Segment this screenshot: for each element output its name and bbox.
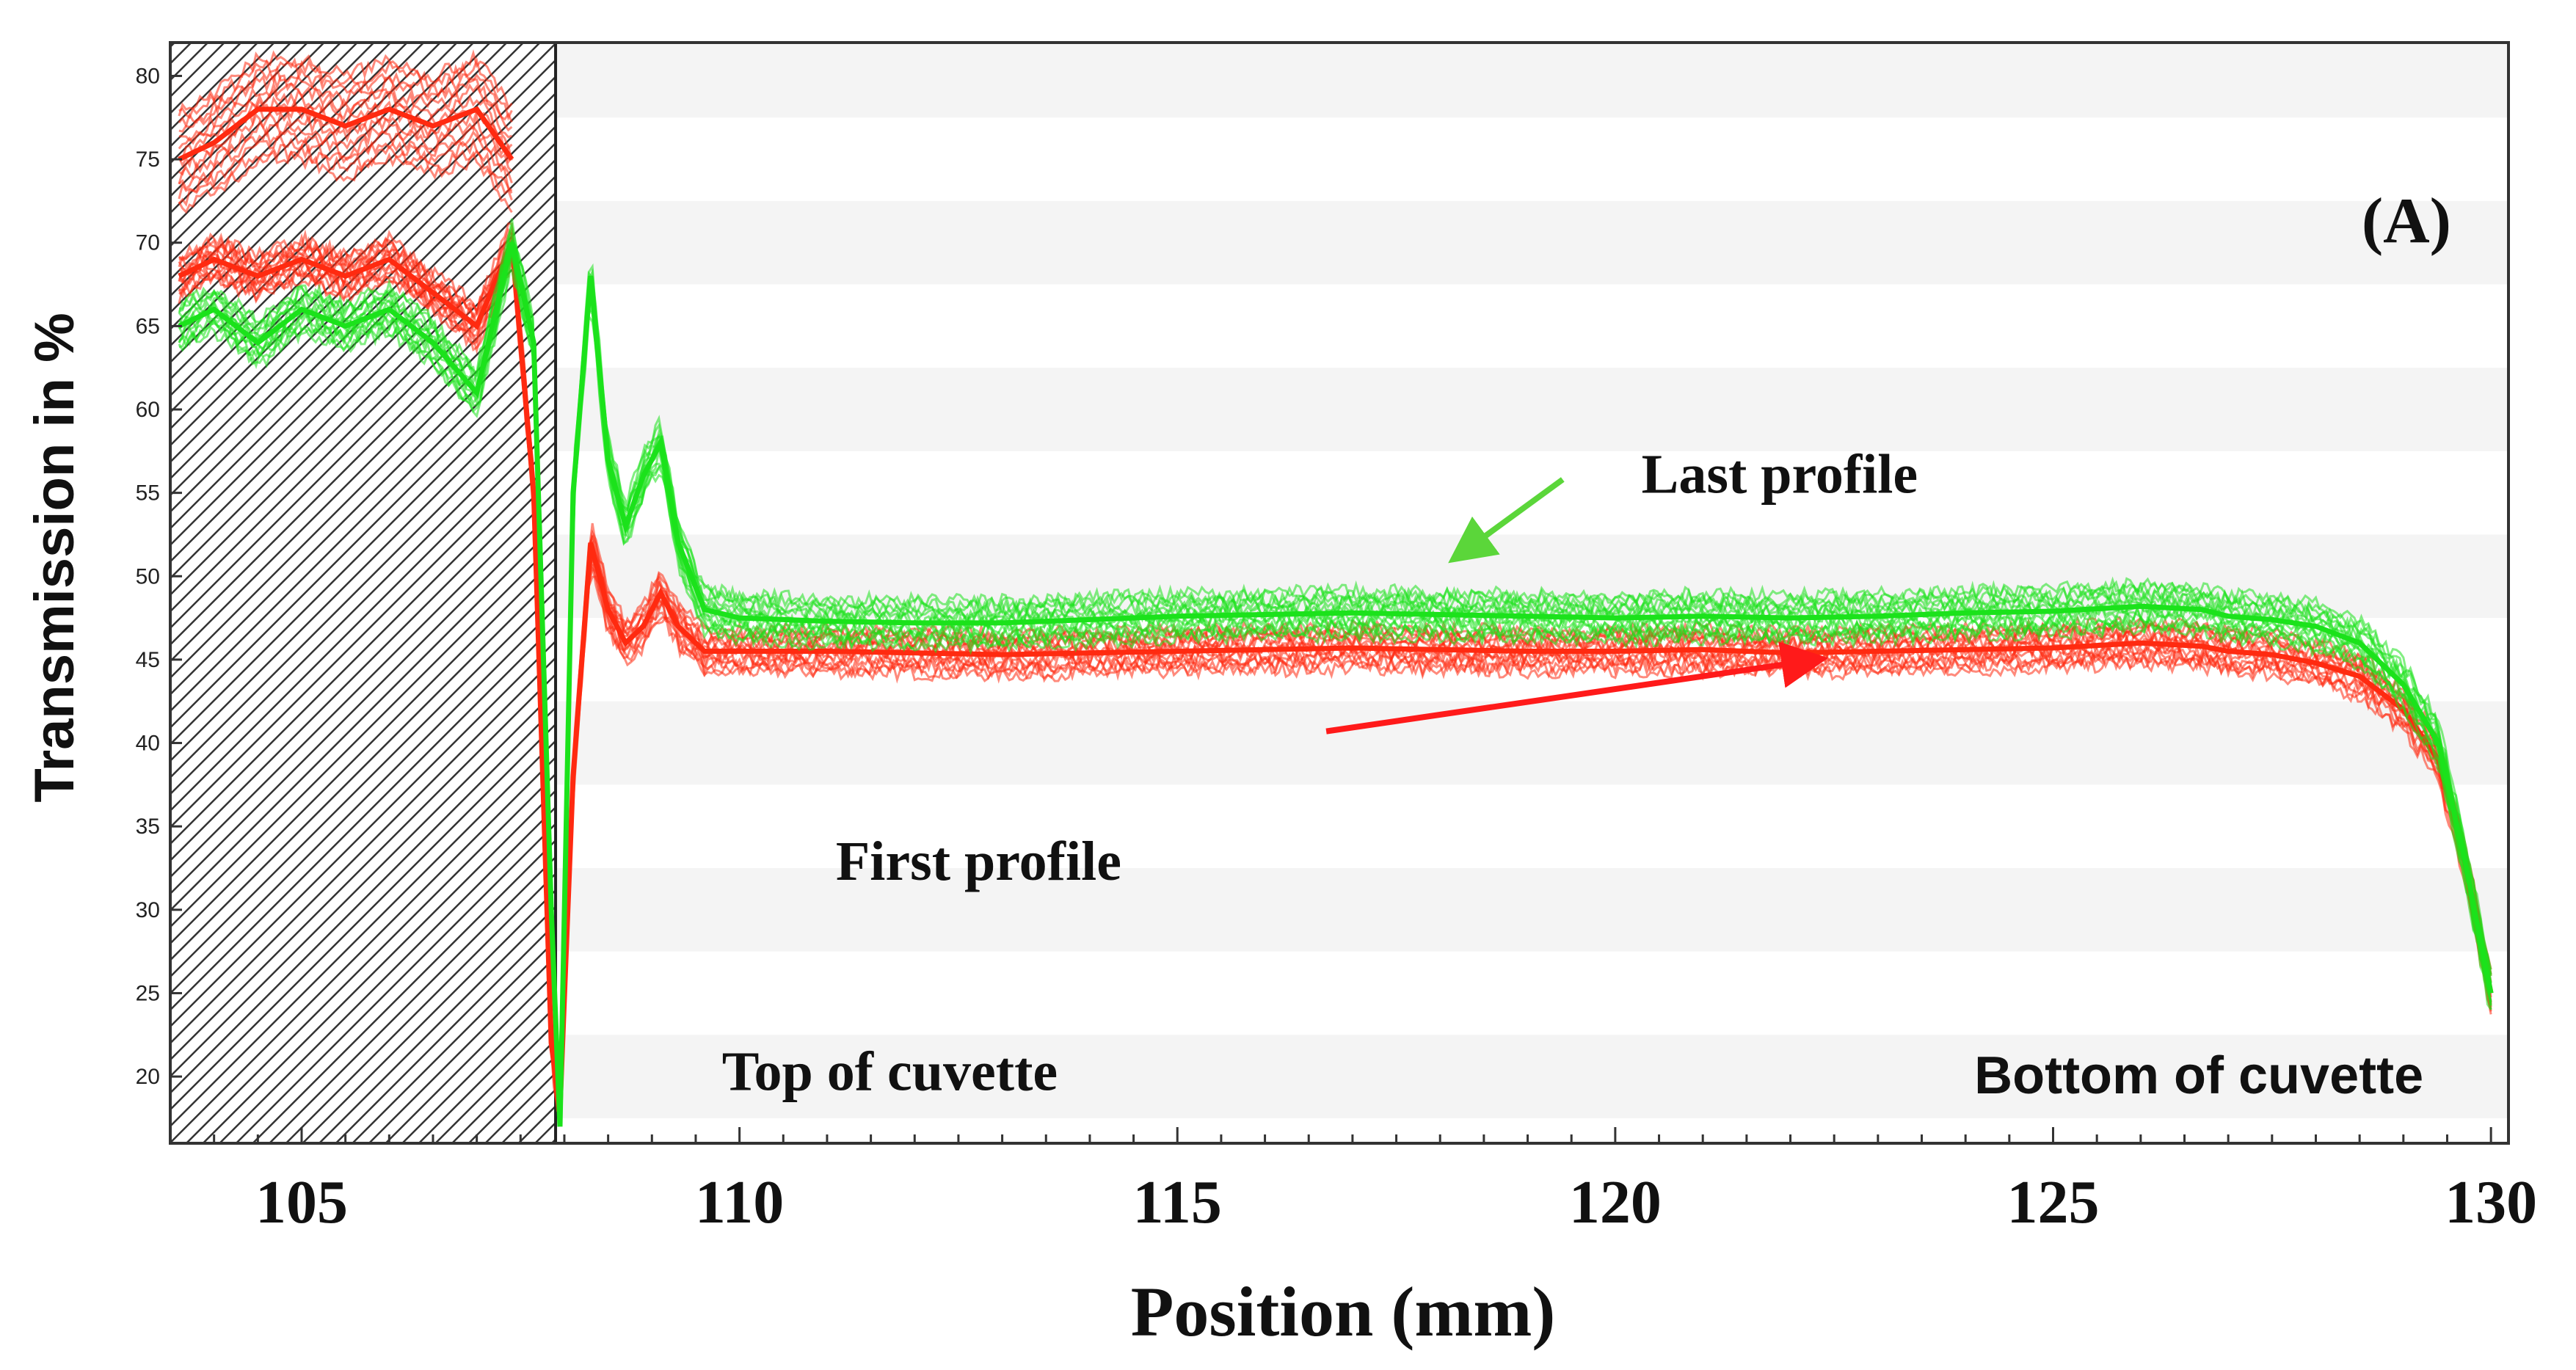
series-trace [178,150,513,214]
grid-band [170,868,2508,952]
y-tick-label: 80 [136,64,160,88]
annotation-first-profile: First profile [836,831,1121,892]
series-trace [178,136,513,200]
series-trace [178,73,513,133]
series-line [178,241,2494,1110]
y-tick-label: 65 [136,314,160,338]
annotation-top-of-cuvette: Top of cuvette [722,1041,1058,1102]
y-tick-label: 70 [136,231,160,255]
grid-bands [170,43,2508,1118]
y-tick-label: 60 [136,398,160,422]
series-last-profile [178,218,2494,1127]
y-tick-label: 20 [136,1065,160,1089]
y-tick-label: 75 [136,147,160,172]
series-layer [178,49,2494,1127]
annotation-bottom-of-cuvette: Bottom of cuvette [1974,1046,2423,1105]
series-line [178,241,2494,1127]
series-line [178,106,514,162]
series-trace [178,120,513,185]
y-axis-label: Transmission in % [23,313,86,802]
x-axis: 105 110 115 120 125 130 [169,1127,2537,1236]
series-trace [178,89,513,150]
y-tick-label: 30 [136,898,160,922]
grid-band [170,200,2508,285]
y-tick-label: 50 [136,564,160,589]
series-first-profile-band-top-region- [178,49,514,214]
y-axis: 20 25 30 35 40 45 50 55 60 65 70 75 80 [136,64,182,1089]
series-trace [178,49,513,117]
grid-band [170,43,2508,118]
y-tick-label: 45 [136,648,160,672]
x-tick-label: 110 [695,1168,784,1236]
panel-label: (A) [2362,186,2451,257]
x-axis-label: Position (mm) [1131,1272,1556,1351]
hatched-region [169,41,558,1145]
annotation-first-profile-arrow [1325,641,1829,735]
annotation-last-profile: Last profile [1642,444,1918,506]
y-tick-label: 55 [136,481,160,506]
annotations: Last profile First profile Top of cuvette B… [722,444,2423,1105]
x-tick-label: 120 [1569,1168,1662,1236]
annotation-last-profile-arrow [1448,477,1565,564]
plot-frame [169,41,2510,1145]
x-tick-label: 125 [2007,1168,2100,1236]
series-trace [178,57,513,121]
grid-band [170,368,2508,451]
x-tick-label: 105 [255,1168,348,1236]
x-tick-label: 130 [2445,1168,2537,1236]
y-tick-label: 35 [136,815,160,839]
grid-band [170,701,2508,785]
y-tick-label: 25 [136,981,160,1005]
x-tick-label: 115 [1133,1168,1222,1236]
y-tick-label: 40 [136,732,160,756]
